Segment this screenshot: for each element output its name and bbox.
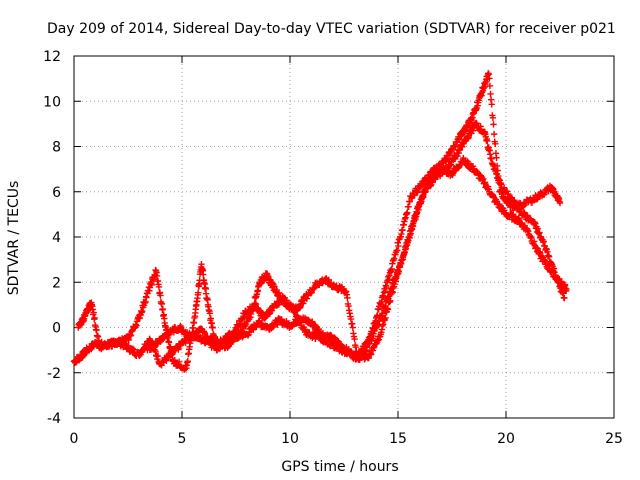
axis-ticks	[73, 55, 615, 419]
data-point	[233, 326, 240, 334]
y-tick-label: 12	[43, 49, 61, 65]
data-point	[158, 300, 166, 308]
y-tick-label: 4	[52, 230, 61, 246]
data-point	[406, 234, 413, 242]
data-point	[95, 337, 103, 344]
data-point	[184, 358, 191, 365]
data-point	[189, 324, 197, 332]
data-point	[90, 309, 97, 316]
data-point	[414, 188, 421, 196]
data-point	[275, 289, 283, 297]
x-tick-label: 25	[605, 431, 623, 447]
data-point	[561, 294, 568, 302]
data-point	[395, 242, 402, 250]
data-point	[454, 152, 461, 160]
data-point	[381, 287, 389, 295]
x-tick-label: 0	[70, 431, 79, 447]
data-point	[486, 82, 494, 90]
data-point	[247, 313, 254, 321]
x-tick-label: 15	[389, 431, 407, 447]
data-point	[200, 271, 207, 278]
data-point	[384, 306, 392, 313]
data-point	[374, 312, 381, 319]
data-point	[406, 198, 413, 205]
data-point	[94, 333, 102, 340]
y-tick-label: 8	[52, 140, 61, 156]
y-tick-label: 0	[52, 321, 61, 337]
data-point	[300, 300, 307, 307]
data-point	[120, 338, 127, 345]
data-point	[402, 245, 410, 253]
data-point	[154, 352, 162, 360]
y-tick-label: 2	[52, 275, 61, 291]
data-point	[387, 297, 394, 305]
data-point	[155, 283, 163, 291]
data-point	[486, 75, 493, 82]
x-axis-label: GPS time / hours	[281, 459, 398, 475]
data-marks	[70, 70, 570, 373]
series-3	[144, 119, 568, 364]
data-point	[351, 335, 358, 343]
data-point	[490, 121, 497, 128]
data-point	[492, 140, 499, 148]
data-point	[157, 292, 164, 299]
data-point	[469, 127, 477, 134]
data-point	[114, 340, 122, 347]
data-point	[487, 90, 494, 98]
data-point	[344, 294, 351, 302]
data-point	[490, 130, 498, 138]
data-point	[204, 332, 211, 340]
data-point	[238, 329, 245, 337]
data-point	[556, 199, 564, 207]
y-tick-labels: -4 -2 0 2 4 6 8 10 12	[43, 49, 61, 427]
data-point	[206, 310, 214, 317]
data-point	[175, 346, 182, 353]
chart-title: Day 209 of 2014, Sidereal Day-to-day VTE…	[47, 21, 616, 37]
y-tick-label: 6	[52, 185, 61, 201]
data-point	[195, 289, 202, 296]
data-point	[175, 358, 183, 365]
data-point	[493, 154, 500, 161]
data-point	[488, 101, 495, 108]
data-point	[91, 314, 98, 322]
x-tick-label: 10	[281, 431, 299, 447]
y-axis-label: SDTVAR / TECUs	[6, 181, 22, 296]
data-point	[456, 136, 463, 144]
data-point	[235, 334, 243, 341]
data-point	[405, 203, 412, 211]
data-point	[489, 114, 497, 121]
data-point	[209, 324, 216, 332]
data-point	[159, 305, 166, 313]
y-tick-label: -2	[47, 366, 61, 382]
data-point	[382, 314, 389, 322]
data-point	[138, 308, 146, 315]
data-point	[404, 209, 411, 216]
x-tick-label: 20	[497, 431, 515, 447]
y-tick-label: 10	[43, 94, 61, 110]
data-point	[113, 341, 121, 349]
x-tick-labels: 0 5 10 15 20 25	[70, 431, 623, 447]
data-point	[148, 281, 155, 289]
data-point	[349, 324, 356, 331]
data-point	[537, 249, 544, 257]
data-point	[393, 247, 401, 254]
x-tick-label: 5	[178, 431, 187, 447]
data-point	[171, 357, 178, 364]
y-tick-label: -4	[47, 411, 61, 427]
data-point	[484, 137, 491, 145]
